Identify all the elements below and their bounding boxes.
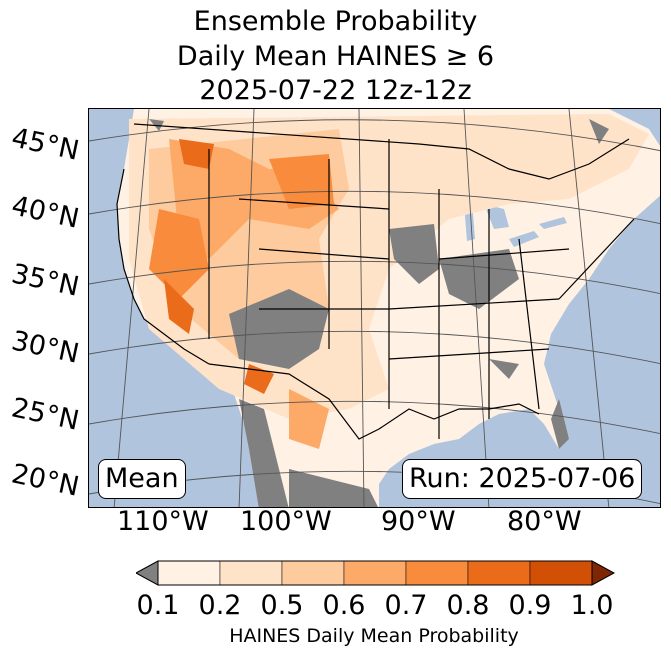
colorbar-bin — [219, 560, 283, 586]
lon-label-80: 80°W — [507, 506, 582, 537]
run-label-box: Run: 2025-07-06 — [402, 459, 643, 499]
lat-label-40: 40°N — [8, 190, 82, 235]
stat-label-box: Mean — [98, 459, 186, 499]
colorbar-tick-label: 0.1 — [136, 590, 180, 621]
colorbar-bin — [343, 560, 407, 586]
colorbar-under-arrow — [136, 560, 159, 586]
lat-label-30: 30°N — [8, 325, 82, 370]
colorbar-bins — [157, 560, 593, 586]
lat-label-20: 20°N — [8, 458, 82, 503]
title-line-2: Daily Mean HAINES ≥ 6 — [176, 41, 495, 72]
colorbar-over-arrow — [591, 560, 616, 586]
colorbar-bin — [467, 560, 531, 586]
lat-label-45: 45°N — [8, 122, 82, 167]
colorbar-bin — [281, 560, 345, 586]
colorbar-bin — [405, 560, 469, 586]
colorbar-bin — [157, 560, 221, 586]
graticule — [89, 109, 660, 507]
borders — [116, 123, 635, 440]
colorbar-tick-label: 1.0 — [570, 590, 614, 621]
colorbar-tick-label: 0.9 — [508, 590, 552, 621]
lon-label-90: 90°W — [381, 506, 456, 537]
colorbar-tick-label: 0.6 — [322, 590, 366, 621]
colorbar-tick-label: 0.5 — [260, 590, 304, 621]
colorbar-bin — [529, 560, 593, 586]
colorbar-frame — [157, 560, 593, 586]
colorbar-label: HAINES Daily Mean Probability — [229, 625, 519, 647]
lon-label-100: 100°W — [240, 506, 332, 537]
colorbar-tick-label: 0.7 — [384, 590, 428, 621]
colorbar — [136, 560, 616, 586]
colorbar-tick-label: 0.2 — [198, 590, 242, 621]
lon-label-110: 110°W — [117, 506, 209, 537]
colorbar-tick-label: 0.8 — [446, 590, 490, 621]
probability-map — [88, 108, 661, 508]
lat-label-35: 35°N — [8, 258, 82, 303]
map-canvas — [89, 109, 660, 507]
title-line-3: 2025-07-22 12z-12z — [199, 75, 472, 106]
lat-label-25: 25°N — [8, 392, 82, 437]
title-line-1: Ensemble Probability — [193, 6, 478, 37]
gulf-of-california — [184, 364, 229, 454]
